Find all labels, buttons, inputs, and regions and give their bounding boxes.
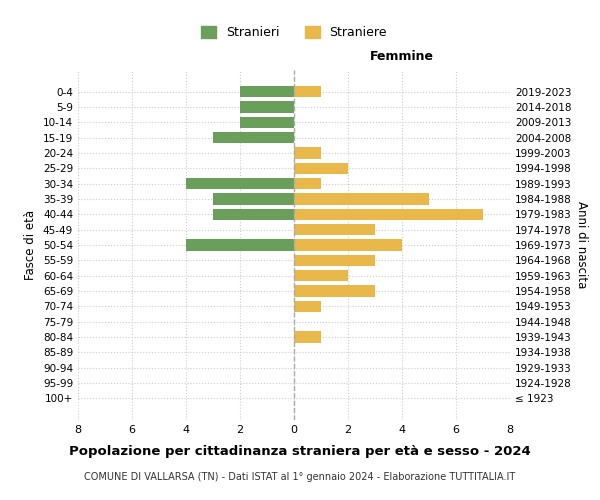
Bar: [294, 178, 321, 190]
Bar: [213, 132, 294, 143]
Bar: [186, 239, 294, 251]
Text: COMUNE DI VALLARSA (TN) - Dati ISTAT al 1° gennaio 2024 - Elaborazione TUTTITALI: COMUNE DI VALLARSA (TN) - Dati ISTAT al …: [85, 472, 515, 482]
Y-axis label: Anni di nascita: Anni di nascita: [575, 202, 588, 288]
Bar: [240, 101, 294, 112]
Text: Femmine: Femmine: [370, 50, 434, 63]
Bar: [294, 300, 321, 312]
Y-axis label: Fasce di età: Fasce di età: [25, 210, 37, 280]
Bar: [294, 147, 321, 158]
Bar: [294, 86, 321, 98]
Bar: [294, 286, 375, 297]
Bar: [294, 208, 483, 220]
Bar: [213, 208, 294, 220]
Legend: Stranieri, Straniere: Stranieri, Straniere: [201, 26, 387, 39]
Bar: [186, 178, 294, 190]
Bar: [294, 254, 375, 266]
Bar: [240, 116, 294, 128]
Bar: [213, 193, 294, 204]
Bar: [294, 239, 402, 251]
Bar: [294, 332, 321, 343]
Bar: [294, 162, 348, 174]
Bar: [294, 270, 348, 281]
Bar: [294, 224, 375, 235]
Bar: [294, 193, 429, 204]
Bar: [240, 86, 294, 98]
Text: Popolazione per cittadinanza straniera per età e sesso - 2024: Popolazione per cittadinanza straniera p…: [69, 445, 531, 458]
